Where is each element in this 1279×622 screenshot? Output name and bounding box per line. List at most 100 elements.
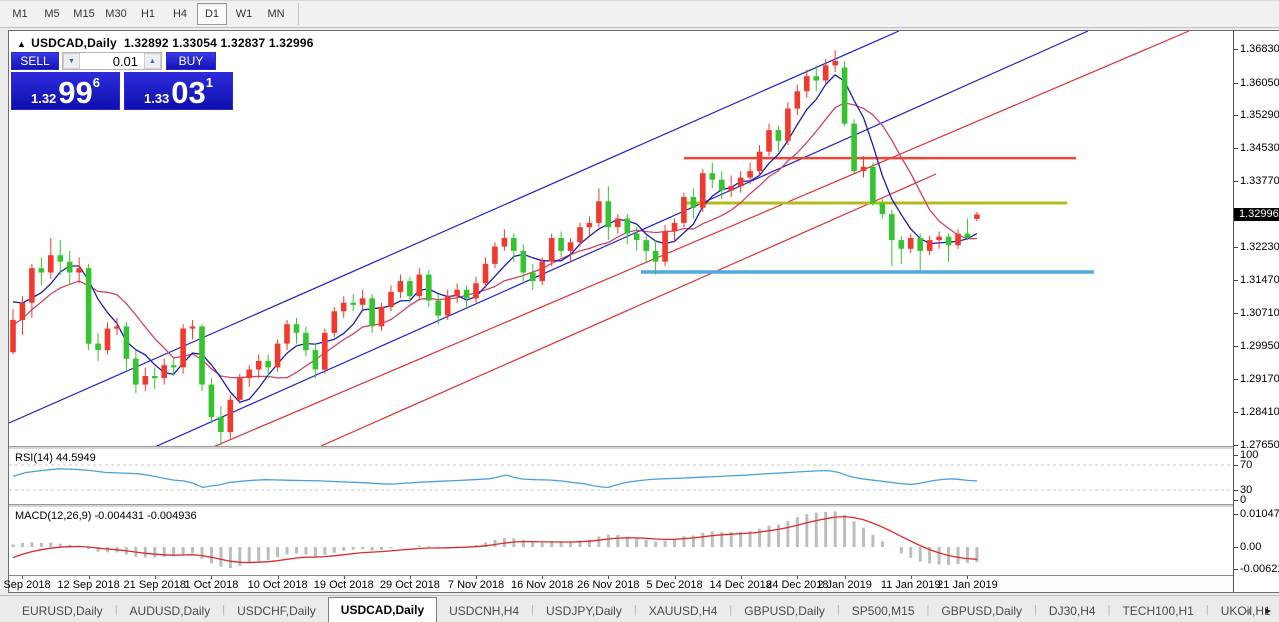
macd-axis-label: 0.010474	[1240, 508, 1279, 520]
time-tick	[343, 576, 345, 579]
tab-separator: |	[926, 603, 930, 616]
axis-tick	[1234, 148, 1238, 150]
macd-axis-label: -0.006218	[1240, 563, 1279, 575]
time-tick	[277, 576, 279, 579]
buy-button[interactable]: BUY	[166, 52, 216, 70]
panel-splitter[interactable]	[9, 446, 1233, 449]
axis-tick	[1234, 49, 1238, 50]
time-tick	[211, 576, 213, 579]
tab-USDCHF-Daily[interactable]: USDCHF,Daily	[237, 604, 316, 618]
axis-tick	[1234, 455, 1238, 456]
macd-label: MACD(12,26,9) -0.004431 -0.004936	[15, 510, 197, 522]
time-tick	[910, 576, 912, 579]
tab-USDJPY-Daily[interactable]: USDJPY,Daily	[546, 604, 622, 618]
time-tick	[967, 576, 969, 579]
sell-price-pip: 6	[92, 75, 101, 90]
toolbar-separator	[298, 3, 299, 25]
time-label: 2 Jan 2019	[817, 579, 872, 591]
timeframe-MN[interactable]: MN	[267, 8, 285, 20]
price-tick-label: 1.29950	[1240, 339, 1279, 352]
time-tick	[542, 576, 544, 579]
rsi-axis-label: 70	[1240, 459, 1253, 471]
timeframe-M1[interactable]: M1	[12, 8, 28, 20]
buy-price-handle: 1.33	[143, 90, 170, 106]
tab-GBPUSD-Daily[interactable]: GBPUSD,Daily	[744, 604, 825, 618]
axis-tick	[1234, 445, 1238, 447]
volume-up-icon[interactable]: ▲	[144, 53, 161, 69]
tab-separator: |	[222, 603, 226, 616]
volume-down-icon[interactable]: ▼	[63, 53, 80, 69]
tab-SP500-M15[interactable]: SP500,M15	[851, 604, 915, 618]
price-axis[interactable]: 1.36830 1.36050 1.35290 1.34530 1.33770 1.322…	[1233, 31, 1279, 592]
price-chart[interactable]	[9, 31, 1233, 446]
axis-tick	[1234, 412, 1238, 414]
tab-separator: |	[1034, 603, 1037, 616]
price-tick-label: 1.34530	[1240, 142, 1279, 155]
price-tick-label: 1.29170	[1240, 373, 1279, 386]
buy-price-button[interactable]: 1.33 03 1	[124, 72, 233, 110]
price-tick-label: 1.31470	[1240, 274, 1279, 287]
time-tick	[674, 576, 676, 579]
axis-tick	[1234, 379, 1238, 381]
tab-USDCAD-Daily[interactable]: USDCAD,Daily	[327, 597, 438, 622]
tab-UKOil-H1[interactable]: UKOil,H1	[1220, 604, 1271, 618]
panel-splitter[interactable]	[9, 504, 1233, 507]
timeframe-W1[interactable]: W1	[235, 8, 253, 20]
tab-XAUUSD-H4[interactable]: XAUUSD,H4	[648, 604, 718, 618]
price-tick-label: 1.27650	[1240, 439, 1279, 452]
time-label: 16 Nov 2018	[510, 579, 574, 591]
tab-separator: |	[729, 603, 733, 616]
axis-tick	[1234, 569, 1238, 570]
time-tick	[154, 576, 156, 579]
timeframe-H1[interactable]: H1	[140, 8, 156, 20]
sell-button[interactable]: SELL	[11, 52, 59, 70]
axis-tick	[1234, 547, 1238, 548]
timeframe-M30[interactable]: M30	[105, 8, 127, 20]
tab-USDCNH-H4[interactable]: USDCNH,H4	[449, 604, 520, 618]
tab-AUDUSD-Daily[interactable]: AUDUSD,Daily	[129, 604, 211, 618]
timeframe-M15[interactable]: M15	[73, 8, 95, 20]
price-tick-label: 1.35290	[1240, 109, 1279, 122]
tab-separator: |	[633, 603, 637, 616]
tab-DJ30-H4[interactable]: DJ30,H4	[1048, 604, 1096, 618]
symbol-title: USDCAD,Daily	[31, 36, 117, 50]
sell-price-handle: 1.32	[30, 90, 57, 106]
tab-GBPUSD-Daily[interactable]: GBPUSD,Daily	[941, 604, 1023, 618]
time-label: 19 Oct 2018	[313, 579, 374, 591]
timeframe-M5[interactable]: M5	[44, 8, 60, 20]
macd-panel[interactable]: MACD(12,26,9) -0.004431 -0.004936	[9, 507, 1233, 575]
timeframe-H4[interactable]: H4	[172, 8, 188, 20]
rsi-axis-label: 100	[1240, 449, 1259, 461]
tab-TECH100-H1[interactable]: TECH100,H1	[1122, 604, 1194, 618]
time-label: 11 Jan 2019	[880, 579, 941, 591]
timeframe-toolbar: M1 M5 M15 M30 H1 H4 D1 W1 MN	[0, 0, 1279, 28]
sell-price-button[interactable]: 1.32 99 6	[11, 72, 120, 110]
price-tick-label: 1.36830	[1240, 43, 1279, 55]
axis-tick	[1234, 500, 1238, 501]
time-label: 3 Sep 2018	[0, 579, 51, 591]
volume-field[interactable]: 0.01	[80, 53, 144, 69]
time-tick	[88, 576, 90, 579]
axis-tick	[1234, 247, 1238, 249]
tab-separator: |	[531, 603, 535, 616]
time-label: 1 Oct 2018	[184, 579, 239, 591]
time-tick	[608, 576, 610, 579]
axis-tick	[1234, 82, 1238, 84]
price-chart-panel[interactable]: ▲ USDCAD,Daily 1.32892 1.33054 1.32837 1.…	[9, 31, 1233, 446]
time-label: 24 Dec 2018	[766, 579, 829, 591]
tab-scroll-right-icon[interactable]: ►	[1263, 606, 1273, 617]
tab-separator: |	[1205, 603, 1209, 616]
time-label: 14 Dec 2018	[709, 579, 772, 591]
tab-EURUSD-Daily[interactable]: EURUSD,Daily	[22, 604, 103, 618]
macd-axis-label: 0.00	[1240, 541, 1262, 553]
rsi-panel[interactable]: RSI(14) 44.5949	[9, 449, 1233, 504]
time-tick	[797, 576, 799, 579]
tab-scroll-left-icon[interactable]: ◄	[1242, 606, 1253, 617]
collapse-arrow-icon[interactable]: ▲	[17, 39, 27, 49]
rsi-axis-label: 30	[1240, 484, 1253, 496]
axis-tick	[1234, 490, 1238, 491]
timeframe-D1[interactable]: D1	[197, 3, 227, 25]
time-tick	[844, 576, 846, 579]
time-label: 21 Jan 2019	[937, 579, 998, 591]
